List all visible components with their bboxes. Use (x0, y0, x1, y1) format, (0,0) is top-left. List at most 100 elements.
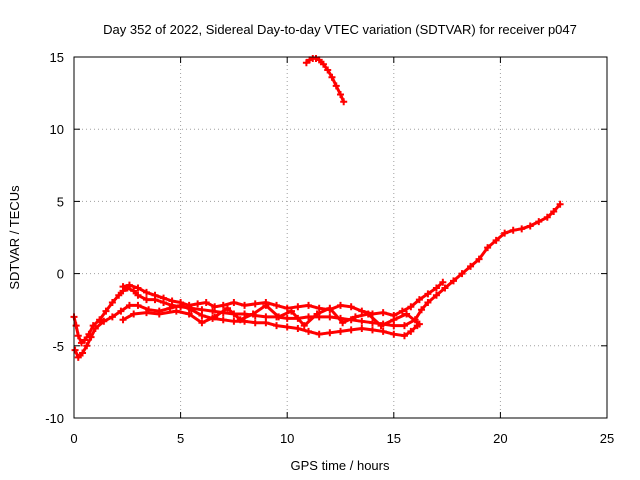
y-tick-label: 0 (57, 267, 64, 282)
y-tick-label: -10 (45, 411, 64, 426)
data-point (168, 297, 176, 305)
y-axis-label: SDTVAR / TECUs (7, 185, 22, 290)
data-point (467, 262, 475, 270)
series-lower-band (71, 301, 421, 361)
data-point (339, 319, 347, 327)
x-tick-label: 5 (177, 431, 184, 446)
data-point (134, 284, 142, 292)
series-trace (72, 202, 562, 345)
data-point (535, 218, 543, 226)
data-point (102, 307, 110, 315)
data-point (484, 244, 492, 252)
data-point (379, 309, 387, 317)
data-point (117, 307, 125, 315)
data-point (407, 327, 415, 335)
data-point (130, 310, 138, 318)
data-point (211, 313, 219, 321)
data-point (368, 326, 376, 334)
data-point (108, 298, 116, 306)
y-tick-label: 15 (50, 50, 64, 65)
data-point (79, 349, 87, 357)
data-point (283, 314, 291, 322)
data-series (70, 54, 564, 361)
data-point (358, 307, 366, 315)
data-point (501, 229, 509, 237)
data-point (108, 313, 116, 321)
data-point (543, 213, 551, 221)
data-point (134, 301, 142, 309)
data-point (518, 225, 526, 233)
data-point (526, 222, 534, 230)
data-point (251, 300, 259, 308)
data-point (71, 346, 79, 354)
data-point (224, 304, 232, 312)
data-point (415, 320, 423, 328)
data-point (418, 306, 426, 314)
data-point (550, 208, 558, 216)
data-point (96, 316, 104, 324)
data-point (358, 317, 366, 325)
data-point (300, 322, 308, 330)
data-point (185, 310, 193, 318)
data-point (100, 317, 108, 325)
data-point (315, 330, 323, 338)
series-main-band (70, 200, 564, 347)
x-tick-label: 20 (493, 431, 507, 446)
data-point (432, 291, 440, 299)
y-tick-label: 10 (50, 122, 64, 137)
data-point (347, 303, 355, 311)
data-point (424, 298, 432, 306)
data-point (398, 307, 406, 315)
data-point (358, 324, 366, 332)
data-point (390, 330, 398, 338)
data-point (251, 319, 259, 327)
data-point (424, 290, 432, 298)
data-point (458, 270, 466, 278)
data-point (151, 291, 159, 299)
data-point (326, 304, 334, 312)
series-isolated-arc (302, 54, 348, 106)
data-point (275, 313, 283, 321)
data-point (326, 329, 334, 337)
data-point (262, 319, 270, 327)
data-point (364, 310, 372, 318)
data-point (249, 310, 257, 318)
data-point (91, 324, 99, 332)
x-tick-label: 15 (387, 431, 401, 446)
chart-title: Day 352 of 2022, Sidereal Day-to-day VTE… (103, 22, 577, 37)
data-point (273, 322, 281, 330)
y-tick-label: 5 (57, 194, 64, 209)
data-point (287, 307, 295, 315)
data-point (432, 284, 440, 292)
data-point (400, 322, 408, 330)
data-point (202, 298, 210, 306)
x-axis-label: GPS time / hours (291, 458, 390, 473)
data-point (509, 226, 517, 234)
data-point (198, 311, 206, 319)
x-tick-label: 25 (600, 431, 614, 446)
data-point (283, 323, 291, 331)
grid (74, 57, 607, 418)
data-point (337, 327, 344, 335)
data-point (115, 291, 123, 299)
data-point (403, 310, 411, 318)
data-point (142, 288, 150, 296)
data-point (390, 316, 398, 324)
data-point (142, 296, 150, 304)
data-point (475, 255, 483, 263)
data-point (74, 332, 82, 340)
x-tick-label: 10 (280, 431, 294, 446)
data-point (415, 296, 423, 304)
data-point (119, 316, 127, 324)
data-point (283, 304, 291, 312)
data-point (305, 301, 313, 309)
data-point (313, 310, 321, 318)
x-tick-label: 0 (70, 431, 77, 446)
data-point (441, 284, 449, 292)
data-point (130, 287, 138, 295)
data-point (319, 60, 327, 68)
data-point (337, 91, 344, 99)
data-point (305, 313, 313, 321)
data-point (230, 317, 238, 325)
